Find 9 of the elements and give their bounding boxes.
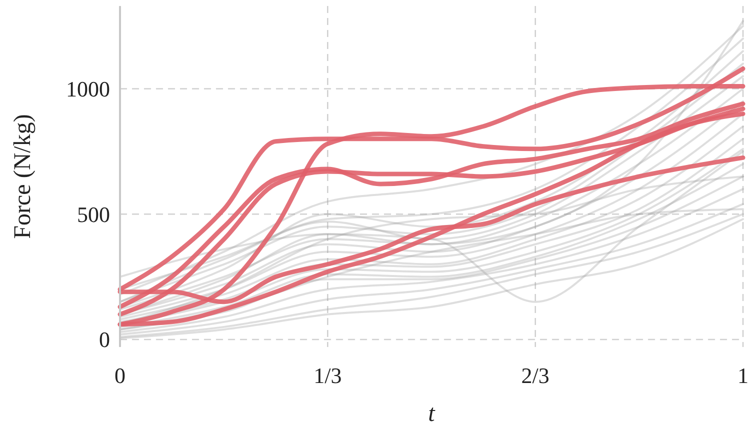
x-tick-label: 1: [738, 363, 748, 388]
y-tick-label: 500: [77, 202, 110, 227]
x-axis-title: t: [428, 401, 436, 427]
x-tick-label: 2/3: [521, 363, 550, 388]
y-tick-label: 0: [99, 327, 110, 352]
x-tick-label: 1/3: [314, 363, 342, 388]
x-tick-label: 0: [114, 363, 126, 388]
y-axis-title: Force (N/kg): [10, 114, 36, 239]
y-tick-label: 1000: [66, 76, 110, 102]
